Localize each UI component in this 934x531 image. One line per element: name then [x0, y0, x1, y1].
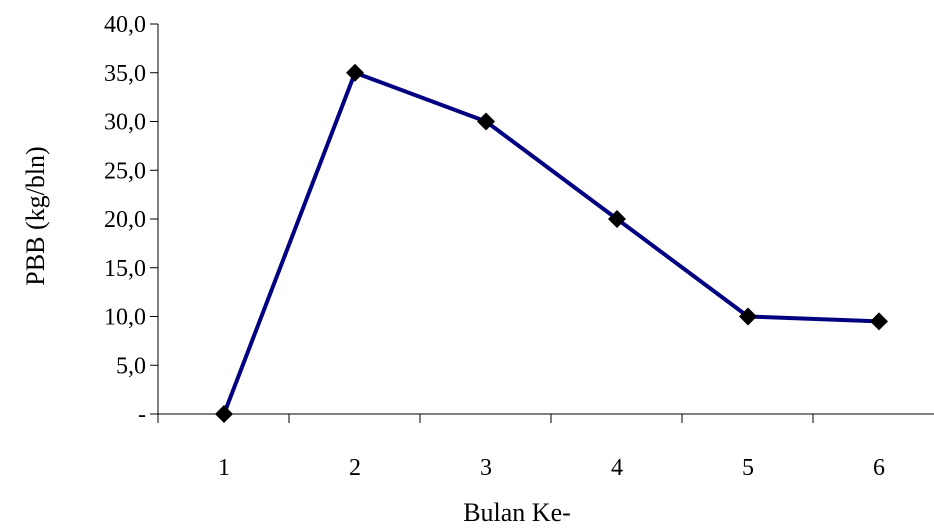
data-point-marker	[215, 405, 233, 423]
x-tick-label: 4	[611, 455, 623, 481]
y-tick-label: 5,0	[116, 353, 146, 379]
y-tick-label: 35,0	[104, 61, 146, 87]
x-tick-label: 6	[873, 455, 885, 481]
x-axis: 1 2 3 4 5 6	[157, 413, 934, 481]
data-point-marker	[739, 307, 757, 326]
y-axis-title: PBB (kg/bln)	[21, 146, 50, 285]
y-tick-label: 15,0	[104, 256, 146, 282]
y-tick-label: 20,0	[104, 207, 146, 233]
series-layer	[215, 63, 888, 423]
data-point-marker	[346, 63, 364, 82]
y-axis: - 5,0 10,0 15,0 20,0 25,0 30,0 35,0 40,0	[104, 12, 159, 428]
y-tick-label: 25,0	[104, 158, 146, 184]
y-tick-label: -	[138, 402, 146, 428]
data-point-marker	[608, 210, 626, 228]
x-tick-label: 3	[480, 455, 492, 481]
data-point-marker	[870, 312, 888, 331]
y-tick-label: 40,0	[104, 12, 146, 38]
x-tick-label: 1	[218, 455, 230, 481]
y-tick-label: 30,0	[104, 110, 146, 136]
y-tick-label: 10,0	[104, 305, 146, 331]
x-axis-title: Bulan Ke-	[463, 498, 571, 527]
x-tick-label: 5	[742, 455, 754, 481]
x-tick-label: 2	[349, 455, 361, 481]
data-point-marker	[477, 112, 495, 131]
series-line	[222, 70, 880, 415]
